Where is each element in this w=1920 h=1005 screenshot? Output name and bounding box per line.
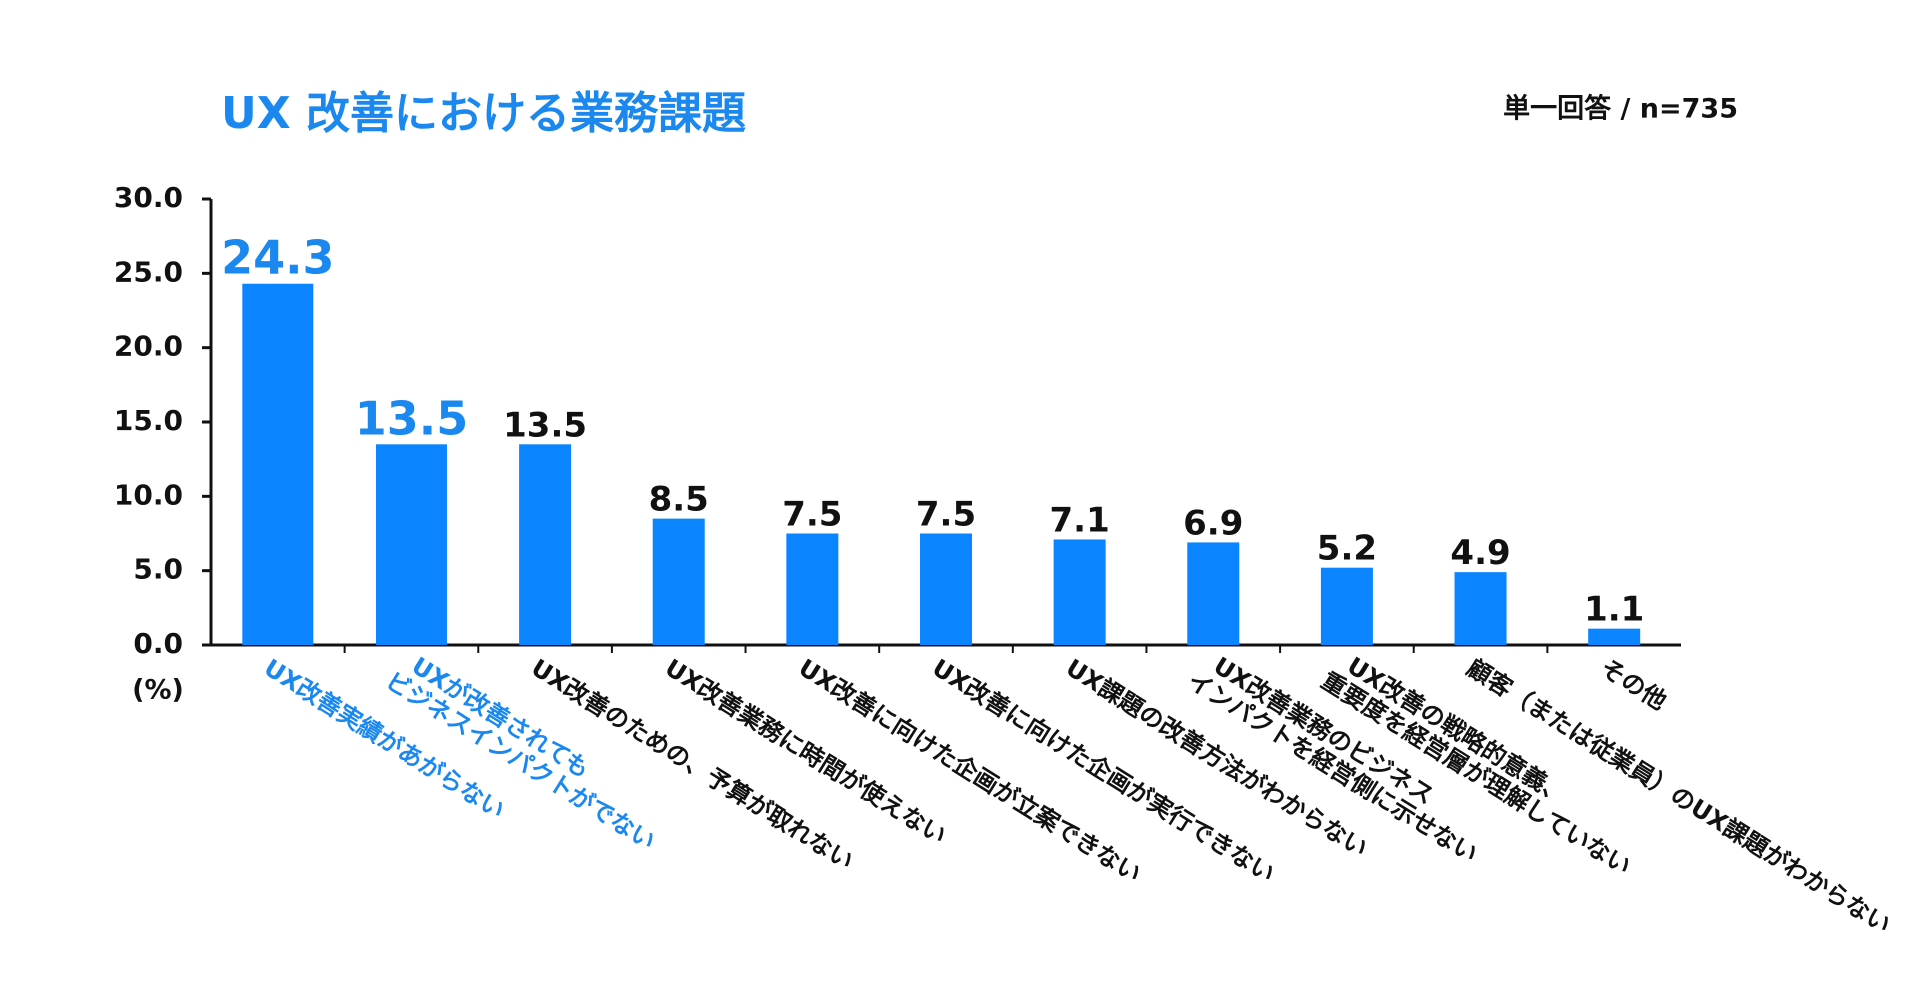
y-tick-label: 5.0 xyxy=(133,553,183,586)
y-tick-label: 25.0 xyxy=(114,255,183,288)
chart-subtitle: 単一回答 / n=735 xyxy=(1503,93,1738,125)
value-label: 6.9 xyxy=(1183,503,1243,543)
bar xyxy=(1320,567,1373,645)
x-tick-label-line: その他 xyxy=(1596,653,1672,715)
y-tick-label: 15.0 xyxy=(114,404,183,437)
y-tick-label: 10.0 xyxy=(114,478,183,511)
value-label: 1.1 xyxy=(1584,590,1644,630)
x-tick-label: その他 xyxy=(1596,653,1672,715)
bar xyxy=(920,533,972,645)
value-label: 13.5 xyxy=(503,405,587,445)
value-label: 7.5 xyxy=(782,495,842,535)
bar xyxy=(519,444,572,645)
value-label: 7.5 xyxy=(916,495,976,535)
bar xyxy=(1187,542,1240,645)
y-tick-label: 0.0 xyxy=(133,627,183,660)
value-label: 8.5 xyxy=(649,480,709,520)
y-tick-label: 20.0 xyxy=(114,330,183,363)
value-label: 13.5 xyxy=(355,391,469,445)
y-tick-label: 30.0 xyxy=(114,181,183,214)
bar xyxy=(652,518,705,645)
value-label: 5.2 xyxy=(1317,529,1377,569)
bar xyxy=(1454,572,1507,645)
value-label: 24.3 xyxy=(221,231,335,285)
y-axis-unit: (%) xyxy=(132,675,184,706)
bar xyxy=(375,444,447,645)
bar xyxy=(1588,628,1641,645)
value-label: 7.1 xyxy=(1050,500,1110,540)
value-label: 4.9 xyxy=(1450,533,1510,573)
chart-title: UX 改善における業務課題 xyxy=(221,88,746,139)
bar xyxy=(786,533,839,645)
bar xyxy=(1053,539,1106,645)
bar xyxy=(242,283,314,645)
